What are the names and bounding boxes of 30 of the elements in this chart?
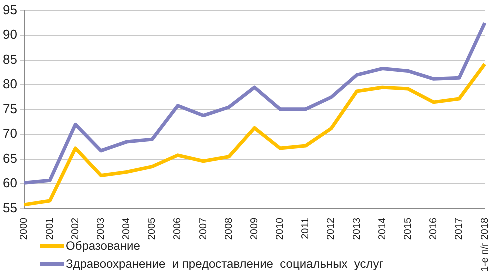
y-tick-label: 70 xyxy=(2,126,18,142)
x-tick-label: 2011 xyxy=(300,217,312,240)
x-tick-label: 2005 xyxy=(147,217,158,240)
x-tick-label: 2004 xyxy=(122,217,133,240)
x-tick-label: 2007 xyxy=(198,217,210,240)
x-tick-label: 2002 xyxy=(70,217,82,240)
x-tick-label: 2009 xyxy=(249,217,260,240)
x-tick-label: 2014 xyxy=(377,217,388,240)
y-tick-label: 75 xyxy=(2,101,18,116)
y-tick-label: 80 xyxy=(2,76,18,92)
x-tick-label: 2010 xyxy=(275,217,286,240)
x-tick-label: 2016 xyxy=(428,217,440,240)
y-tick-label: 65 xyxy=(2,150,18,166)
y-tick-label: 85 xyxy=(2,52,18,67)
y-tick-label: 95 xyxy=(2,2,18,18)
legend-label: Образование xyxy=(66,239,140,253)
legend-label: Здравоохранение и предоставление социальных услуг xyxy=(66,257,384,271)
x-tick-label: 2015 xyxy=(402,217,414,240)
x-tick-label: 2013 xyxy=(352,217,363,240)
x-tick-label: 2000 xyxy=(19,217,30,240)
y-tick-label: 90 xyxy=(2,27,18,42)
x-tick-label: 2008 xyxy=(224,217,235,240)
y-tick-label: 55 xyxy=(2,200,18,216)
x-tick-label: 2012 xyxy=(326,217,338,240)
x-tick-label: 2003 xyxy=(96,217,107,240)
x-tick-label: 2001 xyxy=(44,217,56,240)
x-tick-label: 1-е п/г 2018 xyxy=(480,217,491,272)
x-tick-label: 2017 xyxy=(454,217,466,240)
y-tick-label: 60 xyxy=(2,176,18,191)
x-tick-label: 2006 xyxy=(172,217,184,240)
